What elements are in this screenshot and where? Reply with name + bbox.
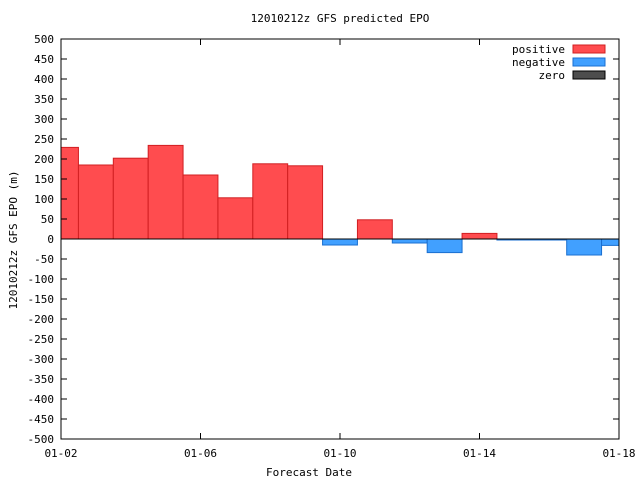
y-tick-label-9: -50 (34, 253, 54, 266)
y-tick-label-20: 500 (34, 33, 54, 46)
y-axis-label: 12010212z GFS EPO (m) (7, 170, 20, 309)
bar-0 (60, 146, 79, 240)
y-tick-label-2: -400 (28, 393, 55, 406)
bar-11 (426, 238, 463, 254)
bar-5 (217, 197, 254, 240)
bar-15 (566, 238, 603, 256)
x-axis-label: Forecast Date (266, 466, 352, 479)
legend-swatch-zero (572, 70, 606, 80)
legend-swatch-positive (572, 44, 606, 54)
y-tick-label-16: 300 (34, 113, 54, 126)
y-tick-label-18: 400 (34, 73, 54, 86)
bars-group (60, 144, 620, 256)
x-tick-label-4: 01-18 (602, 447, 635, 460)
x-ticks-group: 01-02 01-06 01-10 01-14 01-18 (44, 39, 636, 460)
bar-4 (182, 174, 219, 240)
y-tick-label-8: -100 (28, 273, 55, 286)
bar-2 (112, 157, 149, 240)
y-tick-label-15: 250 (34, 133, 54, 146)
y-tick-label-3: -350 (28, 373, 55, 386)
y-tick-label-19: 450 (34, 53, 54, 66)
bar-3 (147, 144, 184, 240)
bar-12 (461, 232, 498, 240)
y-tick-label-17: 350 (34, 93, 54, 106)
bar-6 (252, 163, 289, 240)
y-tick-label-4: -300 (28, 353, 55, 366)
y-tick-label-10: 0 (47, 233, 54, 246)
y-tick-label-5: -250 (28, 333, 55, 346)
bar-9 (356, 219, 393, 240)
x-tick-label-2: 01-10 (323, 447, 356, 460)
x-tick-label-3: 01-14 (463, 447, 496, 460)
legend-label-negative: negative (512, 56, 565, 69)
y-tick-label-12: 100 (34, 193, 54, 206)
y-tick-label-6: -200 (28, 313, 55, 326)
bar-7 (287, 165, 324, 240)
chart-title: 12010212z GFS predicted EPO (251, 12, 430, 25)
bar-16 (601, 238, 620, 246)
legend-label-zero: zero (539, 69, 566, 82)
legend-label-positive: positive (512, 43, 565, 56)
x-tick-label-1: 01-06 (184, 447, 217, 460)
y-tick-label-0: -500 (28, 433, 55, 446)
bar-1 (77, 164, 114, 240)
bar-10 (391, 238, 428, 244)
legend-swatch-negative (572, 57, 606, 67)
y-tick-label-13: 150 (34, 173, 54, 186)
y-tick-label-7: -150 (28, 293, 55, 306)
y-tick-label-11: 50 (41, 213, 54, 226)
plot-frame (60, 38, 620, 440)
y-tick-label-14: 200 (34, 153, 54, 166)
x-tick-label-0: 01-02 (44, 447, 77, 460)
y-ticks-group: -500-450-400-350-300-250-200-150-100-500… (28, 33, 619, 446)
bar-8 (322, 238, 358, 246)
y-tick-label-1: -450 (28, 413, 55, 426)
